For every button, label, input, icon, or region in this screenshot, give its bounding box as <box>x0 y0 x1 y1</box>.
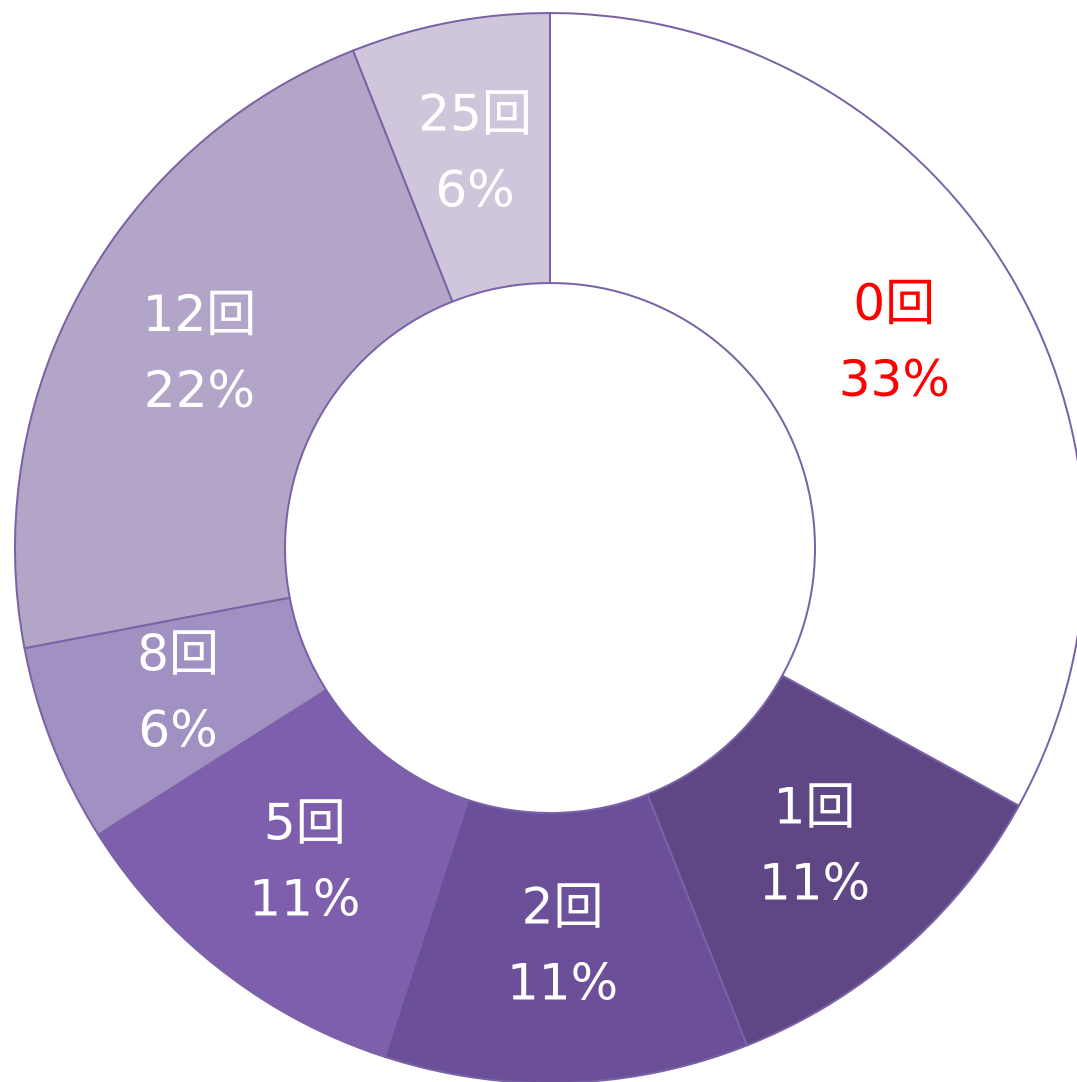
value-label: 6% <box>138 701 217 759</box>
category-label: 0回 <box>853 274 935 332</box>
category-label: 1回 <box>774 778 856 836</box>
wedge <box>383 793 749 1082</box>
value-label: 33% <box>839 350 950 408</box>
value-label: 11% <box>759 854 870 912</box>
value-label: 11% <box>507 953 618 1011</box>
wedge <box>351 11 551 303</box>
category-label: 8回 <box>137 625 219 683</box>
wedge <box>646 674 1021 1047</box>
wedge <box>549 11 1077 808</box>
wedge <box>96 688 470 1059</box>
value-label: 11% <box>249 870 360 928</box>
wedge <box>14 49 454 650</box>
value-label: 22% <box>144 361 255 419</box>
category-label: 25回 <box>418 85 532 143</box>
category-label: 2回 <box>522 877 604 935</box>
category-label: 5回 <box>264 794 346 852</box>
category-label: 12回 <box>143 285 257 343</box>
value-label: 6% <box>435 161 514 219</box>
